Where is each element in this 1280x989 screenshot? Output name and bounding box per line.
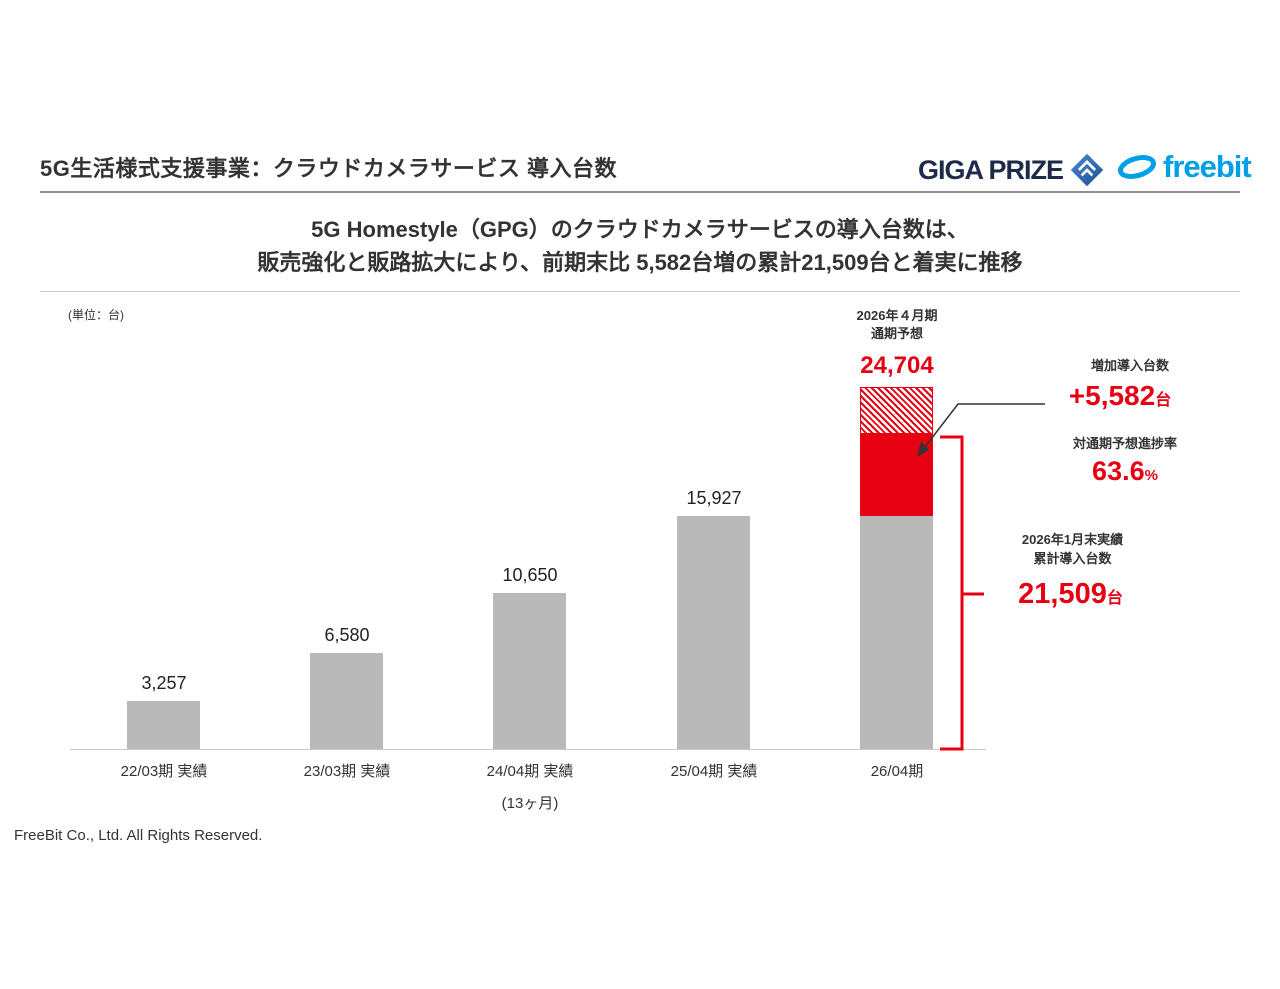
base-segment [860,516,933,749]
cumulative-number: 21,509 [1018,578,1107,610]
unit-label: (単位：台) [68,308,124,322]
x-axis-note: (13ヶ月) [501,795,559,812]
increase-caption: 増加導入台数 [1090,358,1169,373]
freebit-logo: freebit [1116,149,1252,185]
gigaprize-logo: GIGA PRIZE [918,152,1105,188]
bar-23-03 [310,653,383,749]
cumulative-caption-line-1: 2026年1月末実績 [1021,532,1124,547]
bar-value-label: 15,927 [686,488,742,508]
progress-number: 63.6 [1092,456,1145,486]
x-axis-label: 23/03期 実績 [303,763,391,780]
bar-24-04 [493,593,566,749]
forecast-value-label: 24,704 [860,352,934,379]
subtitle-line-2: 販売強化と販路拡大により、前期末比 5,582台増の累計21,509台と着実に推… [257,250,1023,275]
x-axis-label: 22/03期 実績 [120,763,208,780]
bar-value-label: 6,580 [324,625,370,645]
bar-26-04-stack [860,387,933,749]
bar-25-04 [677,516,750,749]
header-divider [40,191,1240,193]
copyright-text: FreeBit Co., Ltd. All Rights Reserved. [14,827,263,844]
cumulative-caption-line-2: 累計導入台数 [1033,551,1112,566]
increase-number: +5,582 [1068,380,1156,411]
cumulative-caption: 2026年1月末実績 累計導入台数 [990,530,1155,568]
forecast-caption-line-2: 通期予想 [870,326,923,341]
freebit-logo-text: freebit [1163,149,1252,184]
increase-unit: 台 [1155,392,1172,409]
progress-unit: % [1144,467,1158,484]
x-axis-label: 25/04期 実績 [670,763,758,780]
subtitle-divider [40,291,1240,292]
increase-segment [860,434,933,516]
forecast-segment [860,387,933,434]
gigaprize-diamond-icon [1070,153,1104,187]
slide-subtitle: 5G Homestyle（GPG）のクラウドカメラサービスの導入台数は、 販売強… [0,213,1280,279]
subtitle-line-1: 5G Homestyle（GPG）のクラウドカメラサービスの導入台数は、 [311,217,969,242]
gigaprize-logo-text: GIGA PRIZE [918,154,1064,185]
progress-value: 63.6% [1040,456,1210,487]
page-title: 5G生活様式支援事業：クラウドカメラサービス 導入台数 [40,156,617,181]
bar-22-03 [127,701,200,749]
progress-caption: 対通期予想進捗率 [1072,436,1177,451]
cumulative-value: 21,509台 [983,578,1158,611]
x-axis-label: 26/04期 [870,763,924,780]
bar-value-label: 3,257 [141,673,187,693]
freebit-ring-icon [1117,155,1157,179]
bar-value-label: 10,650 [502,565,558,585]
cumulative-unit: 台 [1106,590,1123,607]
bar-chart: 3,257 6,580 10,650 15,927 24,704 2026年４月… [70,300,986,812]
forecast-caption-line-1: 2026年４月期 [856,308,938,323]
forecast-caption: 2026年４月期 通期予想 [817,307,977,343]
x-axis-label: 24/04期 実績 [486,763,574,780]
increase-value: +5,582台 [1025,380,1215,412]
